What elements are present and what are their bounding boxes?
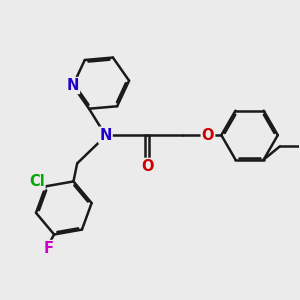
Text: Cl: Cl [29, 174, 44, 189]
Text: N: N [99, 128, 112, 142]
Text: O: O [202, 128, 214, 142]
Text: O: O [141, 159, 153, 174]
Text: N: N [67, 78, 79, 93]
Text: F: F [44, 241, 54, 256]
